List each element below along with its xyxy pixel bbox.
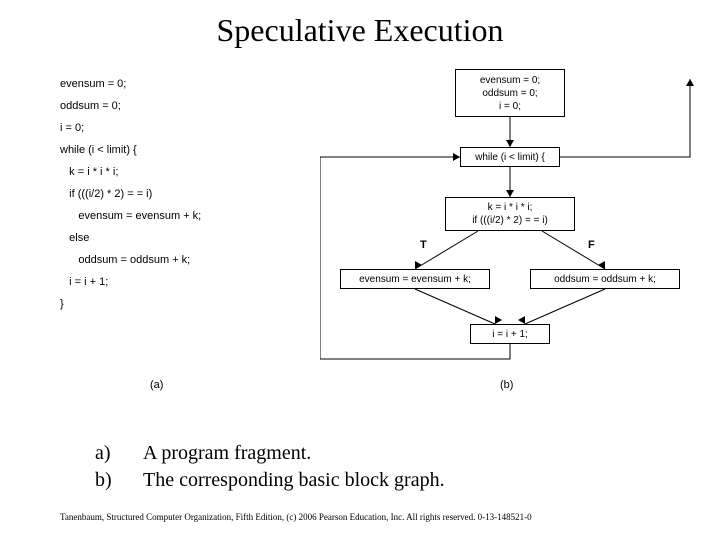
graph-node-init: evensum = 0;oddsum = 0;i = 0; bbox=[455, 69, 565, 117]
caption-b-letter: b) bbox=[95, 467, 115, 494]
graph-node-while: while (i < limit) { bbox=[460, 147, 560, 167]
false-label: F bbox=[588, 239, 595, 251]
caption-a-text: A program fragment. bbox=[143, 440, 311, 467]
graph-node-cube: k = i * i * i;if (((i/2) * 2) = = i) bbox=[445, 197, 575, 231]
code-line: while (i < limit) { bbox=[60, 145, 201, 156]
code-line: k = i * i * i; bbox=[60, 167, 201, 178]
code-line: } bbox=[60, 299, 201, 310]
code-line bbox=[60, 288, 201, 299]
true-label: T bbox=[420, 239, 427, 251]
code-line: evensum = 0; bbox=[60, 79, 201, 90]
code-line: evensum = evensum + k; bbox=[60, 211, 201, 222]
code-line: oddsum = oddsum + k; bbox=[60, 255, 201, 266]
figure-content: evensum = 0; oddsum = 0; i = 0; while (i… bbox=[0, 69, 720, 449]
graph-node-incr: i = i + 1; bbox=[470, 324, 550, 344]
code-line: if (((i/2) * 2) = = i) bbox=[60, 189, 201, 200]
caption-b-text: The corresponding basic block graph. bbox=[143, 467, 445, 494]
code-fragment: evensum = 0; oddsum = 0; i = 0; while (i… bbox=[60, 79, 201, 310]
graph-node-odd: oddsum = oddsum + k; bbox=[530, 269, 680, 289]
code-line: i = 0; bbox=[60, 123, 201, 134]
code-line: oddsum = 0; bbox=[60, 101, 201, 112]
caption-a-letter: a) bbox=[95, 440, 115, 467]
part-a-label: (a) bbox=[150, 379, 163, 391]
caption-list: a) A program fragment. b) The correspond… bbox=[95, 440, 445, 494]
graph-node-even: evensum = evensum + k; bbox=[340, 269, 490, 289]
part-b-label: (b) bbox=[500, 379, 513, 391]
block-graph: evensum = 0;oddsum = 0;i = 0; while (i < … bbox=[320, 69, 700, 409]
graph-edges bbox=[320, 69, 700, 409]
code-line: i = i + 1; bbox=[60, 277, 201, 288]
code-line: else bbox=[60, 233, 201, 244]
page-title: Speculative Execution bbox=[0, 0, 720, 49]
footer-citation: Tanenbaum, Structured Computer Organizat… bbox=[60, 512, 532, 522]
